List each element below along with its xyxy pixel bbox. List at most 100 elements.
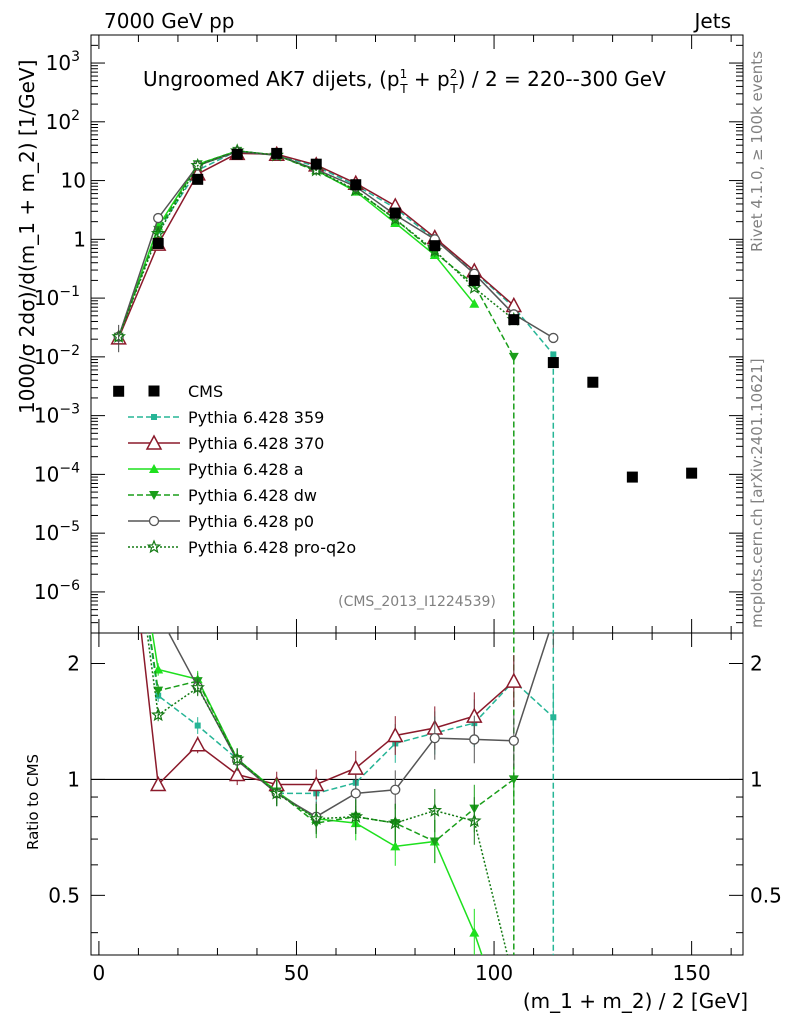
- ratio-y-tick-label-right: 1: [750, 767, 763, 791]
- cms-point: [192, 173, 204, 185]
- legend-marker-0: [151, 414, 157, 420]
- legend-label-2: Pythia 6.428 a: [188, 460, 304, 479]
- ratio-y-axis-label: Ratio to CMS: [24, 754, 42, 850]
- legend-label-3: Pythia 6.428 dw: [188, 486, 317, 505]
- header-left: 7000 GeV pp: [104, 9, 235, 33]
- cms-point: [271, 147, 283, 159]
- ratio-y-tick-label-right: 0.5: [750, 883, 782, 907]
- ratio-point-0: [550, 714, 557, 721]
- legend-cms-marker: [148, 385, 160, 397]
- ratio-point-5: [190, 680, 205, 694]
- legend-label-4: Pythia 6.428 p0: [188, 512, 314, 531]
- ratio-line-0: [148, 633, 554, 795]
- ratio-point-5: [113, 416, 124, 427]
- ratio-point-5: [229, 751, 245, 766]
- ratio-point-4: [114, 417, 123, 426]
- ratio-point-1: [505, 672, 523, 688]
- legend-label-5: Pythia 6.428 pro-q2o: [188, 538, 356, 557]
- ratio-point-5: [388, 815, 403, 830]
- ratio-series: [112, 416, 557, 955]
- cms-point: [547, 357, 559, 369]
- x-tick-label: 0: [93, 961, 106, 985]
- series-line-1: [118, 152, 515, 339]
- ratio-point-1: [189, 736, 206, 752]
- ratio-point-3: [114, 417, 124, 426]
- y-tick-label: 102: [46, 108, 80, 134]
- cms-point: [508, 314, 520, 326]
- ratio-point-1: [228, 765, 246, 782]
- cms-point: [231, 148, 243, 160]
- ratio-point-4: [390, 784, 401, 795]
- ratio-y-tick-label: 1: [67, 767, 80, 791]
- ratio-point-3: [429, 837, 440, 847]
- y-tick-label: 103: [46, 49, 80, 75]
- ratio-point-0: [194, 722, 201, 729]
- y-tick-label: 10: [61, 169, 86, 193]
- x-axis-label: (m_1 + m_2) / 2 [GeV]: [523, 989, 748, 1013]
- ratio-line-4: [167, 633, 550, 818]
- y-tick-label: 1: [73, 227, 86, 251]
- cms-point: [113, 385, 125, 397]
- ratio-point-2: [114, 416, 124, 425]
- y-tick-label: 10−5: [34, 519, 80, 545]
- cms-point: [350, 179, 362, 191]
- ratio-point-0: [116, 418, 122, 424]
- series-point-4: [548, 332, 559, 344]
- legend-label-1: Pythia 6.428 370: [188, 434, 324, 453]
- ratio-point-3: [508, 775, 519, 785]
- legend-marker-3: [149, 491, 159, 500]
- cms-data-points: [113, 147, 698, 483]
- ratio-point-1: [149, 775, 167, 792]
- ratio-axis-ticks: 0.5 0.5 1 1 2 2 0 50 100 150: [48, 633, 782, 985]
- ratio-point-4: [508, 735, 519, 746]
- legend: CMS Pythia 6.428 359 Pythia 6.428 370 Pythi…: [128, 382, 356, 557]
- main-axis-ticks: 10−6 10−5 10−4 10−3 10−2 10−1 1 10 102 103: [34, 34, 743, 634]
- ratio-point-5: [467, 813, 482, 828]
- ratio-y-tick-label: 2: [67, 651, 80, 675]
- legend-label-0: Pythia 6.428 359: [188, 408, 324, 427]
- legend-marker-4: [148, 515, 160, 527]
- series-point-5: [150, 225, 166, 240]
- ratio-point-4: [350, 788, 361, 799]
- ratio-y-tick-label: 0.5: [48, 883, 80, 907]
- y-tick-label: 10−3: [34, 402, 80, 428]
- series-point-3: [508, 352, 519, 362]
- ratio-line-5: [146, 633, 509, 955]
- series-point-5: [190, 157, 205, 172]
- legend-marker-5: [146, 539, 162, 554]
- header-right: Jets: [693, 9, 731, 33]
- ratio-plot-frame: [90, 632, 744, 956]
- series-point-2: [469, 298, 480, 308]
- ratio-point-1: [112, 423, 126, 436]
- series-point-0: [550, 351, 557, 358]
- side-label-top: Rivet 4.1.0, ≥ 100k events: [748, 51, 766, 252]
- ratio-point-2: [469, 927, 480, 937]
- cms-point: [686, 467, 698, 479]
- reference-label: (CMS_2013_I1224539): [338, 594, 496, 610]
- legend-cms-label: CMS: [188, 382, 223, 401]
- cms-point: [389, 207, 401, 219]
- main-y-axis-label: 1000/σ 2dσ)/d(m_1 + m_2) [1/GeV]: [15, 60, 39, 414]
- ratio-line-3: [148, 633, 515, 843]
- ratio-point-4: [469, 734, 480, 745]
- ratio-point-1: [387, 726, 404, 743]
- ratio-point-5: [308, 811, 324, 826]
- legend-marker-1: [145, 434, 163, 450]
- ratio-point-1: [307, 775, 325, 792]
- cms-point: [587, 376, 599, 388]
- ratio-point-4: [429, 732, 440, 744]
- x-tick-label: 50: [284, 961, 309, 985]
- cms-point: [468, 274, 480, 286]
- ratio-y-tick-label-right: 2: [750, 651, 763, 675]
- ratio-point-5: [150, 707, 166, 722]
- y-tick-label: 10−1: [34, 284, 80, 310]
- ratio-point-3: [153, 686, 164, 696]
- cms-point: [152, 237, 164, 249]
- cms-point: [626, 471, 638, 483]
- ratio-point-1: [347, 759, 365, 775]
- series-point-4: [153, 212, 164, 224]
- y-tick-label: 10−2: [34, 343, 80, 369]
- x-tick-label: 100: [475, 961, 513, 985]
- series-line-2: [117, 150, 475, 337]
